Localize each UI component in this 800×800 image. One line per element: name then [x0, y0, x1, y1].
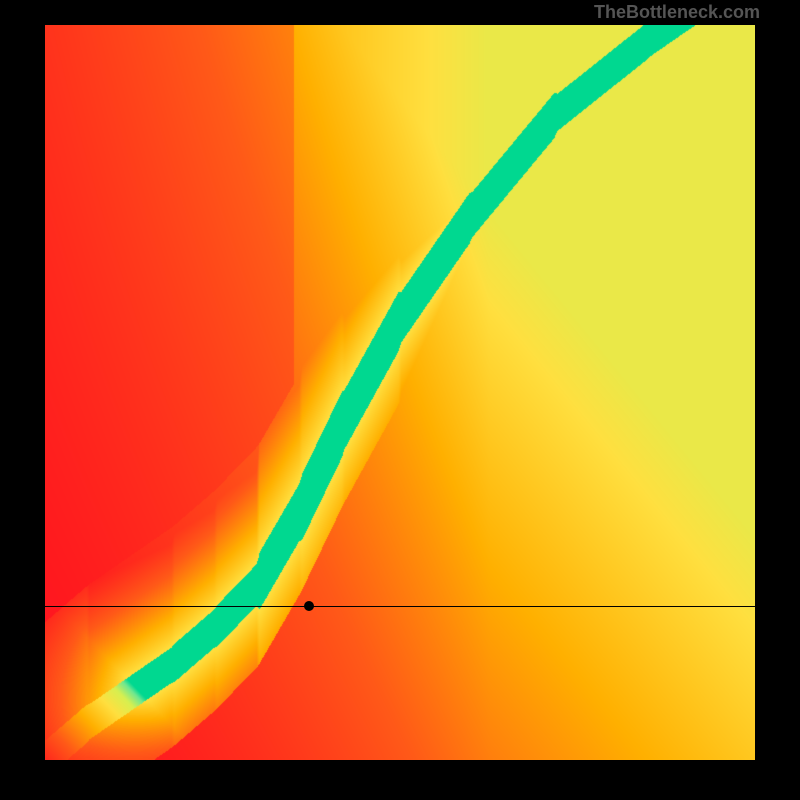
crosshair-horizontal: [45, 606, 755, 607]
source-watermark: TheBottleneck.com: [594, 2, 760, 23]
crosshair-vertical: [309, 760, 310, 800]
plot-area: [45, 25, 755, 760]
crosshair-marker-dot: [304, 601, 314, 611]
heatmap-canvas: [45, 25, 755, 760]
figure-container: TheBottleneck.com: [0, 0, 800, 800]
